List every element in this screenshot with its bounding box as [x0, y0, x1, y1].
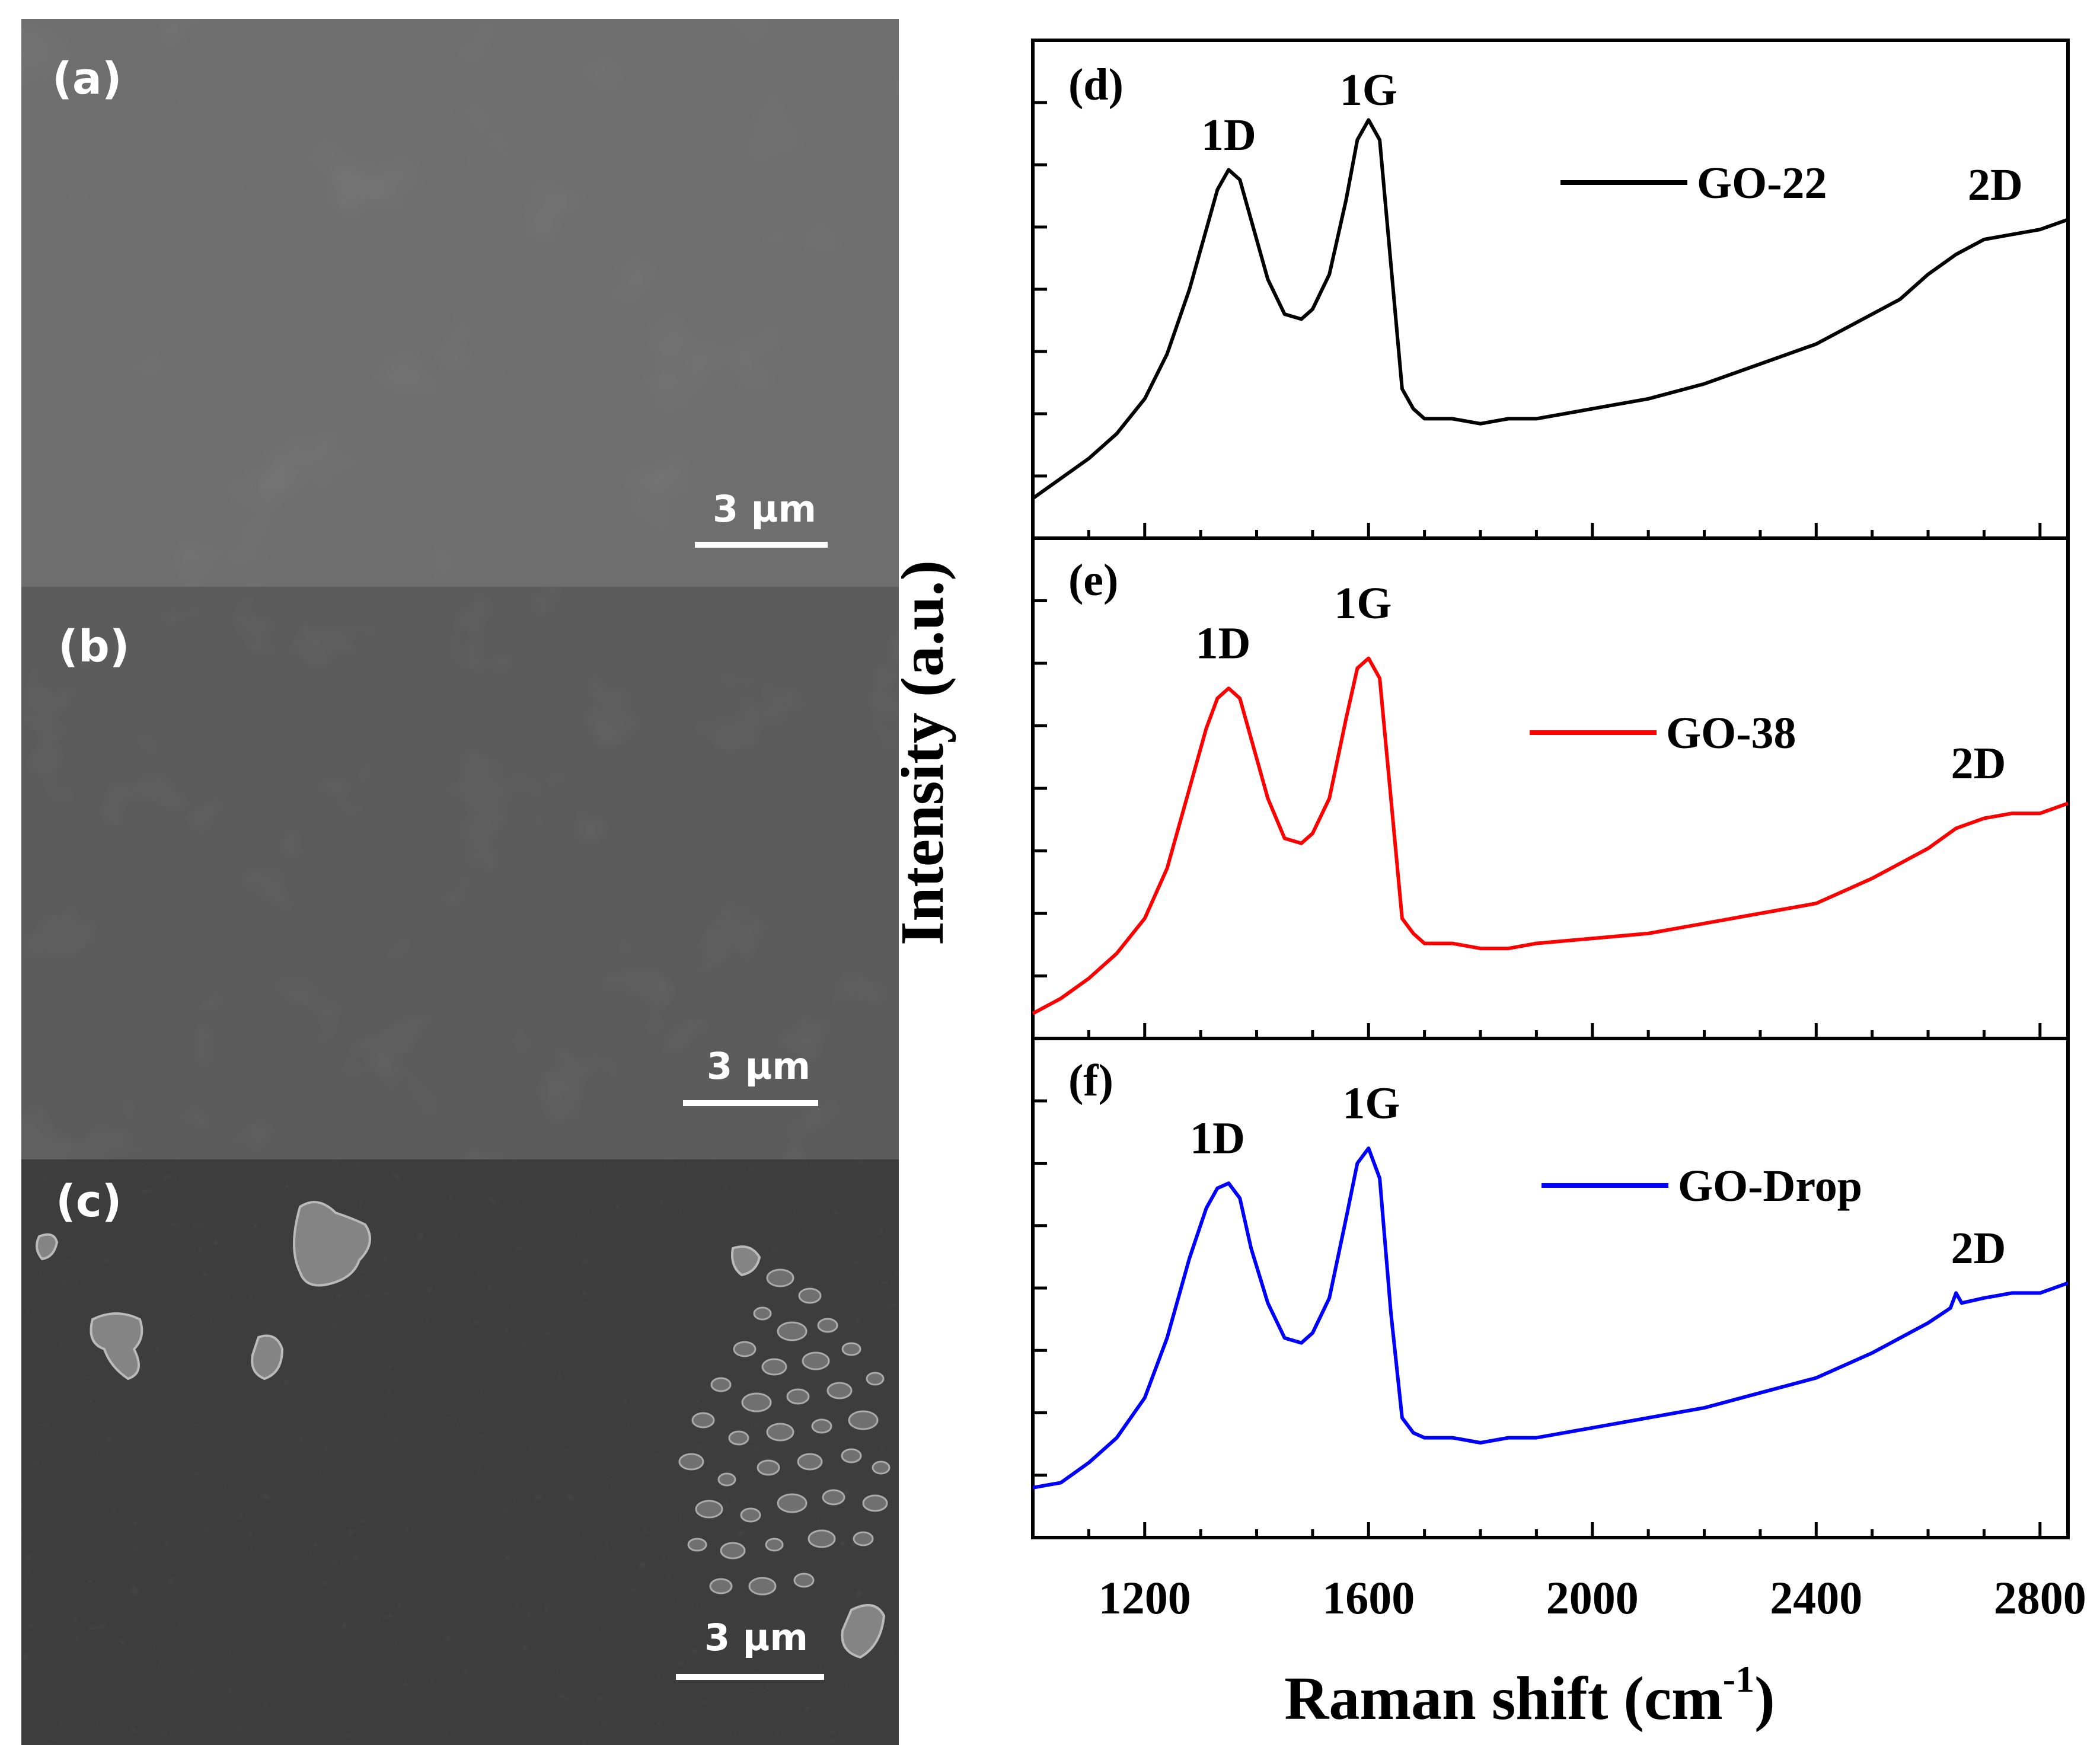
- peak-label-1g: 1G: [1334, 579, 1392, 628]
- scale-bar-a: [695, 542, 828, 548]
- panel-label-a: (a): [52, 53, 122, 104]
- sem-panel-a: (a) 3 µm: [21, 19, 899, 587]
- spectrum-panel-d: (d) GO-22 1D 1G 2D: [1031, 39, 2070, 540]
- flake-cluster: [678, 1268, 891, 1596]
- x-tick-label: 2800: [1994, 1572, 2086, 1624]
- panel-label-f: (f): [1068, 1056, 1113, 1105]
- panel-label-d: (d): [1068, 60, 1124, 110]
- peak-label-2d: 2D: [1968, 160, 2023, 210]
- x-axis-label-suffix: ): [1754, 1664, 1775, 1733]
- legend-label-go-drop: GO-Drop: [1678, 1161, 1862, 1211]
- x-tick-label: 1200: [1099, 1572, 1191, 1624]
- peak-label-2d: 2D: [1951, 1223, 2006, 1273]
- spectrum-panel-e: (e) GO-38 1D 1G 2D: [1031, 536, 2070, 1040]
- scale-bar-label-a: 3 µm: [713, 487, 816, 531]
- spectrum-line-go-38: [1032, 656, 2069, 1015]
- sem-image-b: [21, 587, 899, 1159]
- scale-bar-label-b: 3 µm: [707, 1044, 810, 1088]
- plot-frame: [1031, 1037, 2070, 1539]
- scale-bar-b: [683, 1100, 818, 1106]
- x-tick-label: 2000: [1546, 1572, 1639, 1624]
- spectrum-panel-f: (f) GO-Drop 1D 1G 2D: [1031, 1037, 2070, 1539]
- x-tick-label: 2400: [1770, 1572, 1862, 1624]
- panel-label-e: (e): [1068, 555, 1118, 605]
- peak-label-1d: 1D: [1195, 619, 1250, 669]
- y-axis-label: Intensity (a.u.): [901, 560, 956, 945]
- spectrum-line-go-drop: [1032, 1146, 2069, 1490]
- panel-label-c: (c): [56, 1176, 122, 1227]
- sem-panel-c: (c) 3 µm: [21, 1159, 899, 1745]
- go-flakes: [36, 1201, 886, 1659]
- panel-label-b: (b): [58, 621, 130, 672]
- peak-label-2d: 2D: [1951, 739, 2006, 788]
- peak-label-1g: 1G: [1340, 65, 1397, 115]
- sem-panel-b: (b) 3 µm: [21, 587, 899, 1159]
- x-axis-label-text: Raman shift (cm: [1284, 1664, 1722, 1733]
- x-tick-label: 1600: [1322, 1572, 1415, 1624]
- peak-label-1g: 1G: [1342, 1079, 1400, 1129]
- peak-label-1d: 1D: [1201, 110, 1256, 160]
- x-axis-label-superscript: -1: [1723, 1658, 1754, 1700]
- x-tick-labels: 1200 1600 2000 2400 2800: [1099, 1572, 2086, 1624]
- sem-image-a: [21, 19, 899, 587]
- legend-label-go-38: GO-38: [1666, 708, 1796, 758]
- sem-image-c: [21, 1159, 899, 1745]
- legend-label-go-22: GO-22: [1697, 158, 1827, 208]
- raman-chart: Intensity (a.u.) Raman shift (cm-1) 1200…: [901, 39, 2086, 1733]
- peak-label-1d: 1D: [1190, 1114, 1245, 1164]
- spectrum-line-go-22: [1032, 118, 2069, 500]
- scale-bar-label-c: 3 µm: [704, 1616, 808, 1659]
- x-axis-label: Raman shift (cm-1): [1284, 1658, 1775, 1733]
- scale-bar-c: [676, 1674, 824, 1680]
